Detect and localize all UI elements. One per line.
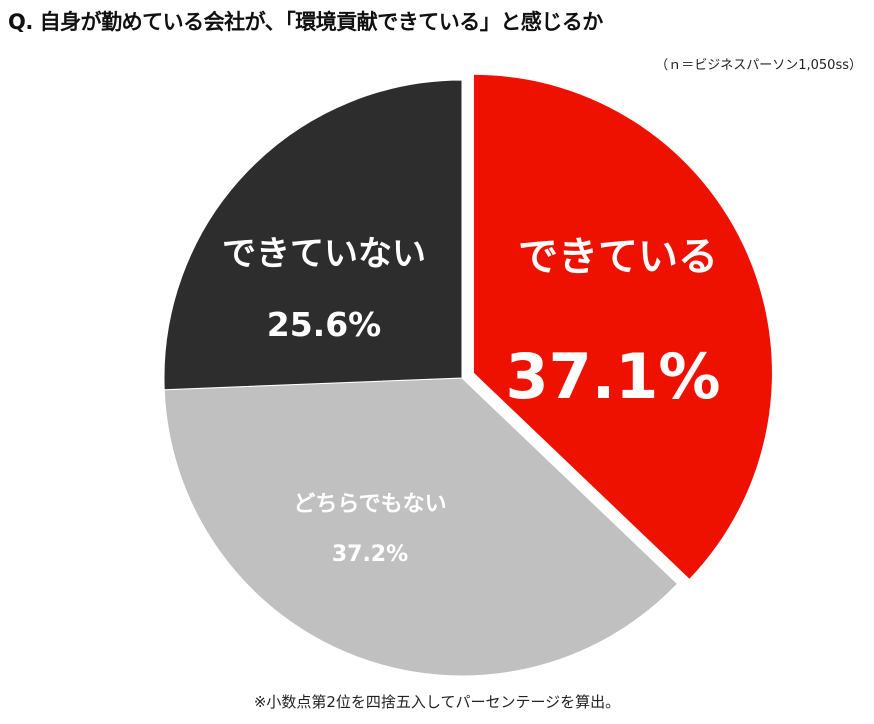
- slice-no: [163, 79, 463, 391]
- slice-value-no: 25.6%: [266, 305, 382, 344]
- slice-label-neutral: どちらでもない: [293, 492, 447, 517]
- slice-label-yes: できている: [518, 234, 718, 280]
- footnote: ※小数点第2位を四捨五入してパーセンテージを算出。: [253, 693, 621, 711]
- slice-value-yes: 37.1%: [505, 340, 721, 413]
- slice-neutral: [163, 377, 679, 677]
- slice-label-no: できていない: [222, 234, 426, 274]
- chart-title: Q. 自身が勤めている会社が、「環境貢献できている」と感じるか: [8, 10, 603, 34]
- slice-yes: [473, 74, 772, 579]
- slice-value-neutral: 37.2%: [331, 542, 409, 567]
- sample-size-note: （ｎ＝ビジネスパーソン1,050ss）: [655, 58, 862, 73]
